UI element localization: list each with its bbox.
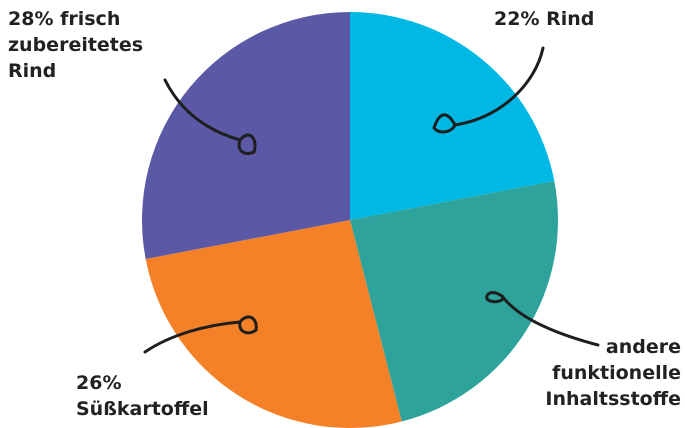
pie-slices xyxy=(141,12,558,428)
slice-label-frisch-rind: 28% frisch zubereitetes Rind xyxy=(8,8,144,82)
slice-inhaltsstoffe xyxy=(350,181,558,422)
slice-label-suesskartoffel: 26% Süßkartoffel xyxy=(76,372,209,420)
slice-rind xyxy=(350,12,555,220)
arrow-suesskartoffel xyxy=(143,315,258,354)
slice-label-rind: 22% Rind xyxy=(494,8,595,30)
slice-suesskartoffel xyxy=(145,220,402,428)
arrow-inhaltsstoffe xyxy=(485,291,600,347)
arrow-rind xyxy=(432,46,545,134)
slice-label-inhaltsstoffe: andere funktionelle Inhaltsstoffe xyxy=(545,336,681,410)
arrow-frisch-rind xyxy=(163,78,257,155)
